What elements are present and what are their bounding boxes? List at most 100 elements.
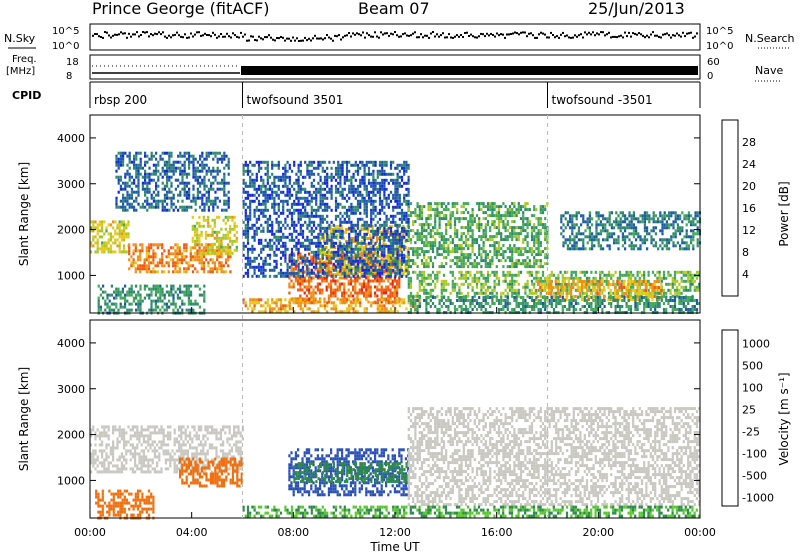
power-echo-cell	[227, 252, 229, 255]
power-echo-cell	[194, 231, 196, 234]
power-echo-cell	[331, 301, 333, 304]
power-echo-cell	[342, 301, 344, 304]
power-echo-cell	[220, 240, 222, 243]
power-echo-cell	[472, 247, 474, 250]
power-echo-cell	[405, 215, 407, 218]
power-echo-cell	[386, 188, 388, 191]
power-echo-cell	[217, 173, 219, 176]
power-echo-cell	[155, 158, 157, 161]
power-echo-cell	[135, 309, 137, 312]
power-echo-cell	[280, 275, 282, 278]
power-echo-cell	[355, 266, 357, 269]
power-echo-cell	[135, 243, 137, 246]
power-echo-cell	[309, 170, 311, 173]
power-echo-cell	[317, 239, 319, 242]
power-echo-cell	[339, 263, 341, 266]
power-echo-cell	[324, 218, 326, 221]
power-echo-cell	[356, 292, 358, 295]
power-echo-cell	[324, 176, 326, 179]
power-echo-cell	[317, 224, 319, 227]
power-echo-cell	[151, 158, 153, 161]
power-echo-cell	[170, 252, 172, 255]
power-echo-cell	[447, 220, 449, 223]
power-echo-cell	[139, 303, 141, 306]
power-echo-cell	[408, 253, 410, 256]
power-echo-cell	[245, 212, 247, 215]
noise-dot	[390, 33, 392, 35]
power-echo-cell	[229, 252, 231, 255]
power-echo-cell	[112, 220, 114, 223]
power-echo-cell	[405, 194, 407, 197]
power-echo-cell	[220, 237, 222, 240]
power-echo-cell	[330, 286, 332, 289]
power-echo-cell	[276, 239, 278, 242]
power-echo-cell	[491, 235, 493, 238]
power-echo-cell	[192, 170, 194, 173]
power-echo-cell	[421, 223, 423, 226]
power-echo-cell	[228, 191, 230, 194]
power-echo-cell	[372, 263, 374, 266]
power-echo-cell	[168, 152, 170, 155]
power-echo-cell	[151, 173, 153, 176]
power-echo-cell	[251, 179, 253, 182]
power-echo-cell	[128, 243, 130, 246]
power-echo-cell	[192, 167, 194, 170]
power-echo-cell	[139, 258, 141, 261]
noise-dot	[656, 35, 658, 37]
noise-dot	[170, 36, 172, 38]
power-echo-cell	[505, 250, 507, 253]
power-echo-cell	[155, 300, 157, 303]
power-echo-cell	[390, 269, 392, 272]
power-echo-cell	[348, 236, 350, 239]
power-echo-cell	[381, 272, 383, 275]
power-echo-cell	[227, 237, 229, 240]
power-echo-cell	[467, 247, 469, 250]
power-echo-cell	[434, 241, 436, 244]
power-echo-cell	[214, 191, 216, 194]
noise-dot	[120, 31, 122, 33]
power-echo-cell	[445, 217, 447, 220]
power-echo-cell	[282, 242, 284, 245]
power-echo-cell	[339, 203, 341, 206]
noise-dot	[350, 36, 352, 38]
power-echo-cell	[350, 283, 352, 286]
power-echo-cell	[445, 214, 447, 217]
power-echo-cell	[394, 242, 396, 245]
power-echo-cell	[390, 200, 392, 203]
power-echo-cell	[166, 306, 168, 309]
power-echo-cell	[408, 179, 410, 182]
power-echo-cell	[97, 232, 99, 235]
power-echo-cell	[439, 223, 441, 226]
power-echo-cell	[113, 297, 115, 300]
power-echo-cell	[201, 203, 203, 206]
power-echo-cell	[276, 301, 278, 304]
power-echo-cell	[139, 306, 141, 309]
power-echo-cell	[108, 232, 110, 235]
power-echo-cell	[511, 229, 513, 232]
power-echo-cell	[342, 197, 344, 200]
power-echo-cell	[378, 283, 380, 286]
power-echo-cell	[317, 307, 319, 310]
power-echo-cell	[330, 283, 332, 286]
power-echo-cell	[161, 261, 163, 264]
power-echo-cell	[320, 230, 322, 233]
power-echo-cell	[465, 217, 467, 220]
noise-dot	[244, 34, 246, 36]
power-echo-cell	[166, 176, 168, 179]
power-echo-cell	[124, 209, 126, 212]
power-echo-cell	[267, 245, 269, 248]
power-echo-cell	[311, 233, 313, 236]
power-echo-cell	[155, 152, 157, 155]
power-echo-cell	[436, 208, 438, 211]
power-echo-cell	[322, 218, 324, 221]
power-echo-cell	[465, 208, 467, 211]
noise-dot	[482, 33, 484, 35]
power-echo-cell	[348, 191, 350, 194]
power-echo-cell	[225, 237, 227, 240]
noise-dot	[202, 34, 204, 36]
power-echo-cell	[168, 188, 170, 191]
power-echo-cell	[291, 239, 293, 242]
power-echo-cell	[208, 206, 210, 209]
power-echo-cell	[332, 289, 334, 292]
power-echo-cell	[357, 266, 359, 269]
